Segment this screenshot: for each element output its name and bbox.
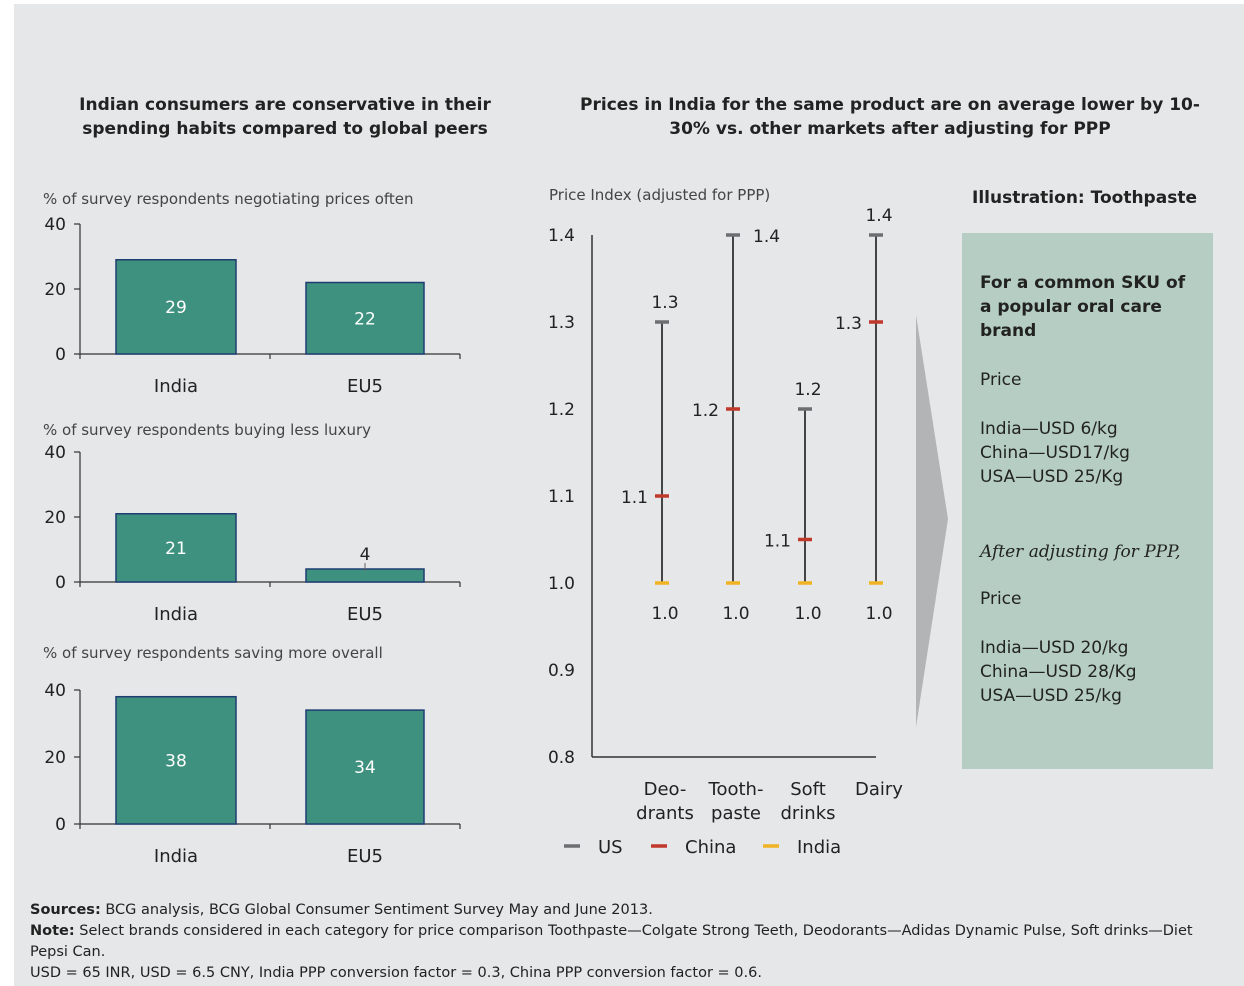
footer: Sources: BCG analysis, BCG Global Consum… [30,900,1220,984]
bar [115,259,237,355]
right-title: Prices in India for the same product are… [580,95,1200,139]
china-value-label: 1.1 [621,488,648,508]
price-after-usa: USA—USD 25/kg [980,686,1122,706]
india-value-label: 1.0 [865,604,892,624]
bar-value-label: 4 [360,545,371,565]
range-category-label: paste [711,803,761,824]
bar-value-label: 38 [165,751,187,771]
sources-text: BCG analysis, BCG Global Consumer Sentim… [100,902,653,918]
us-value-label: 1.4 [753,227,780,247]
left-title: Indian consumers are conservative in the… [79,95,491,139]
footer-note: Note: Select brands considered in each c… [30,921,1220,963]
range-category-label: Dairy [855,779,903,800]
china-value-label: 1.3 [835,314,862,334]
illustration-box [962,233,1213,769]
bar [115,695,237,825]
range-chart-y-tick-label: 0.8 [548,748,575,768]
bar [115,513,237,583]
bar-chart-3-title: % of survey respondents saving more over… [43,644,383,662]
footer-sources: Sources: BCG analysis, BCG Global Consum… [30,900,1220,921]
us-value-label: 1.4 [865,206,892,226]
range-chart-y-tick-label: 1.0 [548,574,575,594]
bar-value-label: 22 [354,309,376,329]
bar-category-label: India [154,604,198,625]
bar-chart-y-tick-label: 0 [55,573,66,593]
bar-chart-y-tick-label: 0 [55,345,66,365]
bar-chart-y-tick-label: 40 [44,443,66,463]
bar-value-label: 34 [354,758,376,778]
note-text: Select brands considered in each categor… [30,923,1193,960]
legend-label: US [598,837,623,858]
range-category-label: drants [636,803,694,824]
legend-label: China [685,837,736,858]
bar-chart-y-tick-label: 20 [44,748,66,768]
price-label-after: Price [980,589,1022,609]
range-chart-y-tick-label: 1.3 [548,313,575,333]
range-category-label: Deo- [644,779,687,800]
footer-conversion: USD = 65 INR, USD = 6.5 CNY, India PPP c… [30,965,762,981]
bar-category-label: EU5 [347,846,383,867]
note-label: Note: [30,923,75,939]
price-after-china: China—USD 28/Kg [980,662,1137,682]
china-value-label: 1.2 [692,401,719,421]
price-after-india: India—USD 20/kg [980,638,1129,658]
illustration-title: Illustration: Toothpaste [972,188,1197,208]
bar-category-label: EU5 [347,604,383,625]
bar-chart-1-title: % of survey respondents negotiating pric… [43,190,414,208]
legend-label: India [797,837,841,858]
bar [305,709,425,825]
bar-chart-y-tick-label: 40 [44,681,66,701]
india-value-label: 1.0 [651,604,678,624]
range-chart-y-tick-label: 0.9 [548,661,575,681]
bar-chart-y-tick-label: 20 [44,280,66,300]
range-chart-y-tick-label: 1.1 [548,487,575,507]
bar [305,281,425,355]
india-value-label: 1.0 [794,604,821,624]
after-ppp-note: After adjusting for PPP, [980,542,1181,562]
range-chart-y-tick-label: 1.4 [548,226,575,246]
range-category-label: drinks [780,803,835,824]
price-before-china: China—USD17/kg [980,443,1130,463]
callout-arrow-shape [916,315,948,727]
range-category-label: Tooth- [708,779,764,800]
price-before-india: India—USD 6/kg [980,419,1118,439]
bar-chart-y-tick-label: 0 [55,815,66,835]
bar-value-label: 21 [165,539,187,559]
sources-label: Sources: [30,902,101,918]
range-category-label: Soft [790,779,826,800]
us-value-label: 1.2 [794,380,821,400]
bar-chart-y-tick-label: 40 [44,215,66,235]
china-value-label: 1.1 [764,532,791,552]
range-chart-ylabel: Price Index (adjusted for PPP) [549,186,771,204]
illustration-heading: For a common SKU of a popular oral care … [980,273,1186,341]
bar-category-label: EU5 [347,376,383,397]
price-label-before: Price [980,370,1022,390]
range-chart-y-tick-label: 1.2 [548,400,575,420]
bar-value-label: 29 [165,298,187,318]
india-value-label: 1.0 [722,604,749,624]
us-value-label: 1.3 [651,293,678,313]
price-before-usa: USA—USD 25/Kg [980,467,1124,487]
bar-category-label: India [154,846,198,867]
bar-chart-2-title: % of survey respondents buying less luxu… [43,421,372,439]
bar-chart-y-tick-label: 20 [44,508,66,528]
bar-category-label: India [154,376,198,397]
